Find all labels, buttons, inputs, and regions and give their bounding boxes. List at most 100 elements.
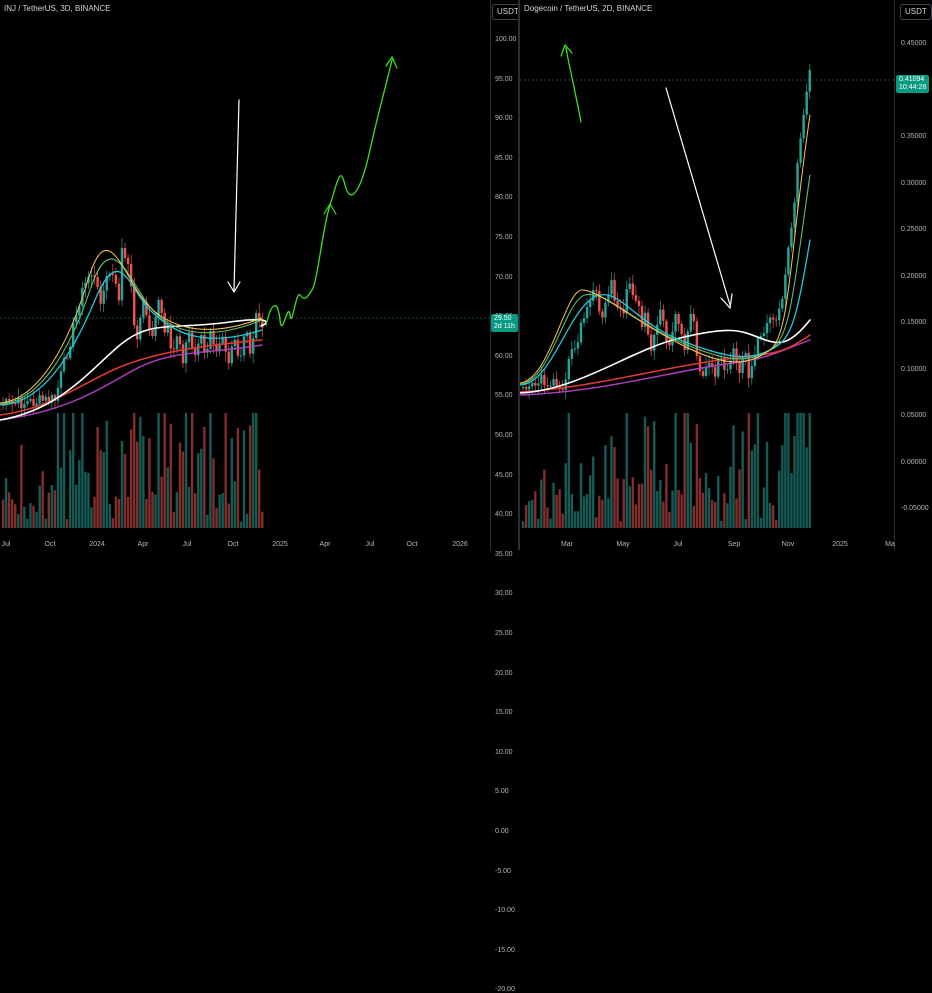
doge-candle-body — [524, 387, 528, 390]
doge-volume-bar — [729, 466, 732, 528]
inj-price-tick: 25.00 — [495, 630, 513, 637]
doge-chart-panel[interactable]: Dogecoin / TetherUS, 2D, BINANCE 0.45000… — [520, 0, 932, 550]
doge-volume-bar — [579, 463, 583, 528]
doge-volume-bar — [799, 413, 802, 528]
inj-candle-body — [68, 346, 72, 359]
doge-candle-body — [579, 322, 583, 343]
inj-volume-bar — [197, 453, 200, 528]
inj-volume-bar — [163, 413, 166, 528]
inj-volume-bar — [50, 484, 54, 528]
inj-price-tick: 75.00 — [495, 234, 513, 241]
inj-chart-canvas[interactable] — [0, 0, 518, 550]
inj-volume-bar — [108, 504, 111, 528]
inj-volume-bar — [29, 503, 32, 528]
inj-candle-body — [26, 401, 29, 404]
doge-volume-bar — [567, 413, 570, 528]
doge-candle-body — [768, 317, 772, 324]
doge-candle-body — [634, 295, 638, 301]
doge-volume-bar — [707, 488, 711, 528]
doge-volume-bar — [646, 426, 650, 528]
doge-ma-red — [520, 334, 811, 393]
inj-volume-bar — [75, 484, 78, 528]
inj-price-tick: 45.00 — [495, 471, 513, 479]
inj-candle-body — [160, 299, 163, 313]
inj-candle-body — [175, 336, 179, 350]
inj-price-tick: -15.00 — [495, 946, 515, 954]
doge-volume-bar — [750, 450, 753, 528]
doge-volume-bar — [622, 479, 625, 528]
inj-volume-bar — [255, 413, 258, 528]
doge-volume-bar — [534, 491, 537, 528]
doge-volume-bar — [717, 475, 720, 528]
doge-volume-bar — [665, 464, 668, 528]
inj-price-tick: -5.00 — [495, 867, 511, 875]
inj-price-tick: -10.00 — [495, 907, 515, 915]
inj-volume-bar — [120, 441, 124, 528]
doge-volume-bar — [631, 477, 635, 528]
inj-volume-bar — [258, 469, 261, 528]
doge-volume-bar — [735, 498, 738, 528]
inj-candle-body — [99, 287, 102, 304]
inj-time-tick: Oct — [227, 541, 239, 548]
inj-candle-body — [96, 277, 99, 288]
doge-chart-canvas[interactable] — [520, 0, 932, 550]
inj-volume-bar — [59, 467, 63, 528]
inj-volume-bar — [175, 492, 179, 528]
inj-volume-bar — [227, 503, 230, 528]
doge-candle-body — [729, 360, 732, 370]
inj-volume-bar — [23, 506, 26, 528]
inj-candle-body — [203, 334, 206, 353]
doge-candle-body — [726, 369, 729, 371]
inj-volume-bar — [78, 459, 81, 528]
inj-volume-bar — [181, 451, 185, 528]
inj-candle-body — [187, 332, 191, 343]
doge-volume-bar — [695, 424, 699, 528]
inj-volume-bar — [17, 514, 20, 528]
inj-projection-mid-arrowhead — [323, 202, 337, 215]
panel-divider[interactable] — [518, 0, 520, 550]
inj-candle-body — [105, 276, 108, 291]
inj-last-price-label: 29.50 2d 11h — [491, 314, 518, 332]
inj-price-tick: 60.00 — [495, 352, 513, 360]
inj-price-tick: 40.00 — [495, 511, 513, 519]
inj-volume-bar — [136, 441, 139, 528]
inj-volume-bar — [172, 511, 176, 528]
inj-volume-bar — [209, 413, 212, 528]
doge-volume-bar — [531, 499, 534, 528]
inj-chart-panel[interactable]: INJ / TetherUS, 3D, BINANCE 100.00 95.00 9… — [0, 0, 524, 993]
doge-volume-bar — [775, 520, 778, 528]
doge-currency-button[interactable]: USDT — [900, 4, 932, 20]
doge-volume-bar — [671, 490, 674, 528]
doge-last-price: 0.41094 — [899, 76, 925, 83]
doge-volume-bar — [543, 469, 546, 528]
inj-price-tick: 95.00 — [495, 75, 513, 83]
doge-time-tick: Nov — [781, 541, 795, 548]
doge-volume-bar — [662, 501, 665, 528]
doge-candle-body — [704, 367, 708, 376]
inj-volume-bar — [157, 413, 160, 528]
inj-candle-body — [35, 403, 38, 406]
doge-volume-bar — [808, 413, 811, 528]
inj-volume-bar — [200, 448, 203, 528]
inj-candle-body — [59, 371, 63, 388]
inj-volume-bar — [41, 471, 44, 528]
inj-price-axis[interactable]: 100.0095.0090.0085.0080.0075.0070.0065.0… — [490, 0, 519, 993]
inj-candle-body — [7, 399, 11, 401]
doge-candle-body — [527, 386, 531, 390]
doge-volume-bar — [598, 495, 601, 528]
doge-candle-body — [610, 280, 613, 295]
inj-volume-bar — [142, 435, 145, 528]
doge-candle-body — [592, 290, 595, 301]
doge-projection-path — [565, 47, 582, 123]
doge-volume-bar — [595, 517, 598, 528]
inj-candle-body — [133, 285, 136, 326]
inj-candle-body — [166, 324, 169, 333]
doge-arrow-down — [665, 87, 731, 306]
doge-candle-body — [616, 300, 619, 308]
inj-volume-bar — [206, 514, 209, 528]
doge-candle-body — [607, 294, 610, 303]
doge-volume-bar — [747, 413, 750, 528]
doge-candle-body — [567, 358, 570, 380]
doge-volume-bar — [778, 470, 781, 528]
doge-volume-bar — [573, 511, 577, 528]
